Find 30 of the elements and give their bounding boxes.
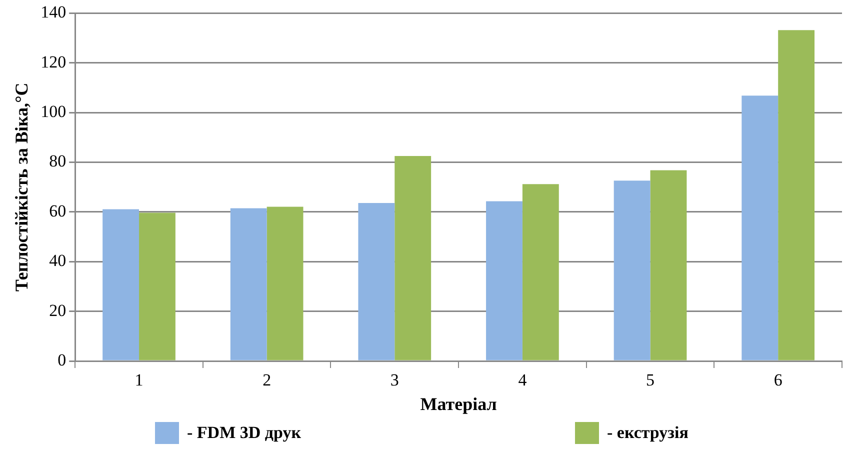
x-tick-label: 3 xyxy=(390,370,399,390)
x-tick-label: 4 xyxy=(518,370,528,390)
bar xyxy=(139,212,176,360)
x-tick-label: 6 xyxy=(774,370,782,390)
bar xyxy=(102,209,140,360)
bar xyxy=(358,203,395,360)
bar xyxy=(650,170,687,360)
bar xyxy=(266,206,304,360)
y-tick-label: 80 xyxy=(49,152,66,171)
y-tick-label: 100 xyxy=(40,102,66,122)
y-axis-title: Теплостійкість за Віка,°С xyxy=(11,82,32,292)
y-tick-label: 60 xyxy=(49,201,66,220)
x-tick-label: 2 xyxy=(262,370,272,390)
legend-label: - FDM 3D друк xyxy=(187,423,302,443)
y-tick-label: 40 xyxy=(49,251,66,270)
y-tick-label: 140 xyxy=(40,2,66,22)
bar xyxy=(522,184,559,360)
x-tick-label: 5 xyxy=(646,370,655,390)
bar xyxy=(742,96,778,360)
y-tick-label: 0 xyxy=(58,350,66,370)
bar xyxy=(230,208,267,360)
y-tick-label: 120 xyxy=(40,52,66,72)
bar xyxy=(486,201,522,360)
bar xyxy=(394,156,432,360)
y-tick-label: 20 xyxy=(49,300,66,320)
bar xyxy=(614,180,650,360)
bar xyxy=(778,30,815,360)
legend-label: - екструзія xyxy=(607,423,688,443)
x-axis-title: Матеріал xyxy=(420,394,497,414)
x-tick-label: 1 xyxy=(134,370,144,390)
